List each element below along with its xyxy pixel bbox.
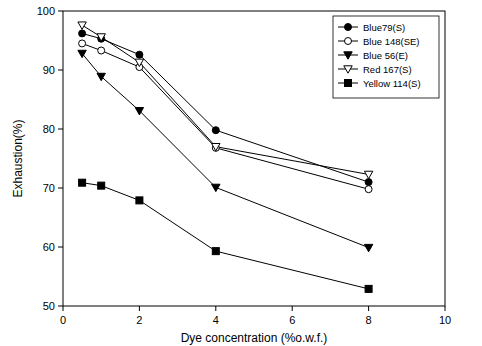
data-point <box>79 30 86 37</box>
legend-label: Blue79(S) <box>363 22 405 33</box>
series-line <box>82 43 369 189</box>
y-tick-label: 70 <box>43 182 55 194</box>
data-point <box>79 40 86 47</box>
x-tick-label: 2 <box>136 314 142 326</box>
chart: 0 2 4 6 8 10 50 60 70 80 90 100 Dye concentration (%… <box>0 0 482 346</box>
data-point <box>98 182 105 189</box>
x-tick <box>215 306 216 311</box>
y-tick <box>58 188 63 189</box>
x-tick-label: 4 <box>213 314 219 326</box>
data-point <box>364 244 372 251</box>
x-tick-label: 8 <box>366 314 372 326</box>
legend-marker <box>344 52 352 59</box>
legend-label: Yellow 114(S) <box>363 78 421 89</box>
data-point <box>135 108 143 115</box>
x-tick <box>368 306 369 311</box>
x-tick-label: 10 <box>439 314 451 326</box>
x-tick <box>445 306 446 311</box>
x-tick <box>139 306 140 311</box>
y-tick <box>58 70 63 71</box>
y-tick <box>58 306 63 307</box>
data-point <box>97 34 105 41</box>
series-line <box>82 25 369 174</box>
data-point <box>365 186 372 193</box>
y-tick <box>58 129 63 130</box>
data-point <box>212 184 220 191</box>
x-tick <box>63 306 64 311</box>
series-line <box>82 183 369 289</box>
data-point <box>365 179 372 186</box>
legend-label: Blue 56(E) <box>363 50 408 61</box>
data-point <box>97 73 105 80</box>
data-point <box>136 51 143 58</box>
x-axis-label: Dye concentration (%o.w.f.) <box>181 331 328 345</box>
series-line <box>82 33 369 182</box>
legend-box <box>333 16 439 98</box>
legend-label: Blue 148(SE) <box>363 36 420 47</box>
y-tick-label: 60 <box>43 241 55 253</box>
legend-marker <box>345 24 352 31</box>
y-tick-label: 80 <box>43 123 55 135</box>
y-tick-label: 100 <box>37 5 55 17</box>
data-point <box>365 285 372 292</box>
data-layer <box>78 22 373 292</box>
y-tick <box>58 247 63 248</box>
data-point <box>212 144 220 151</box>
legend-marker <box>345 80 352 87</box>
data-point <box>212 248 219 255</box>
data-point <box>135 59 143 66</box>
data-point <box>136 197 143 204</box>
data-point <box>98 47 105 54</box>
y-axis-label: Exhaustion(%) <box>11 119 25 197</box>
y-tick-label: 90 <box>43 64 55 76</box>
legend-marker <box>344 66 352 73</box>
data-point <box>78 22 86 29</box>
data-point <box>78 50 86 57</box>
data-point <box>79 179 86 186</box>
y-tick-label: 50 <box>43 300 55 312</box>
x-tick-label: 0 <box>60 314 66 326</box>
data-point <box>212 144 219 151</box>
legend-label: Red 167(S) <box>363 64 412 75</box>
data-point <box>364 171 372 178</box>
legend-marker <box>345 38 352 45</box>
x-tick <box>292 306 293 311</box>
x-tick-label: 6 <box>289 314 295 326</box>
data-point <box>212 127 219 134</box>
plot-frame <box>63 11 445 306</box>
y-tick <box>58 11 63 12</box>
legend: Blue79(S) Blue 148(SE) Blue 56(E) Red 167(S… <box>333 16 439 98</box>
series-line <box>82 53 369 247</box>
